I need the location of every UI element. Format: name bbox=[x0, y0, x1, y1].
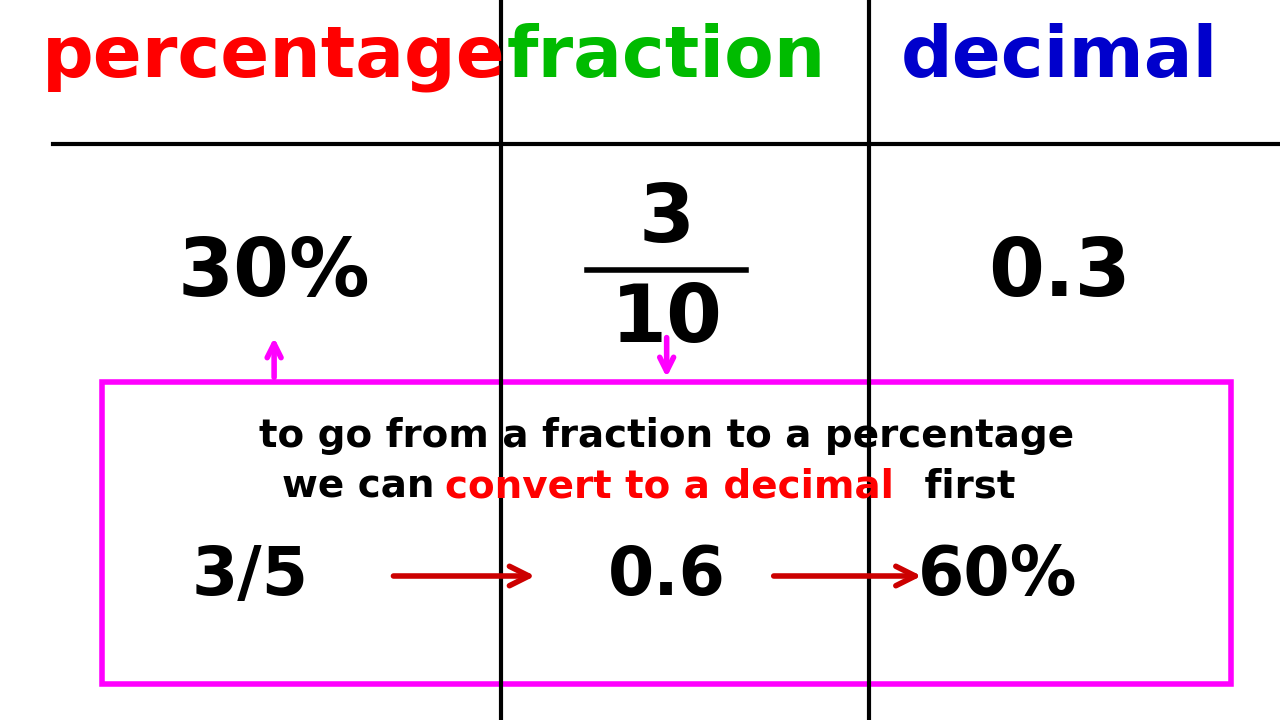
Text: 0.3: 0.3 bbox=[988, 235, 1130, 312]
Text: first: first bbox=[911, 467, 1016, 505]
Text: convert to a decimal: convert to a decimal bbox=[445, 467, 895, 505]
Text: 60%: 60% bbox=[918, 543, 1078, 609]
Text: percentage: percentage bbox=[42, 23, 506, 92]
Text: 10: 10 bbox=[611, 282, 723, 359]
Text: 3/5: 3/5 bbox=[191, 543, 308, 609]
Text: 3: 3 bbox=[639, 181, 695, 258]
Text: we can: we can bbox=[282, 467, 448, 505]
Text: 30%: 30% bbox=[178, 235, 370, 312]
Text: to go from a fraction to a percentage: to go from a fraction to a percentage bbox=[259, 417, 1074, 454]
Text: 0.6: 0.6 bbox=[608, 543, 726, 609]
Text: fraction: fraction bbox=[507, 23, 827, 92]
Text: decimal: decimal bbox=[901, 23, 1217, 92]
